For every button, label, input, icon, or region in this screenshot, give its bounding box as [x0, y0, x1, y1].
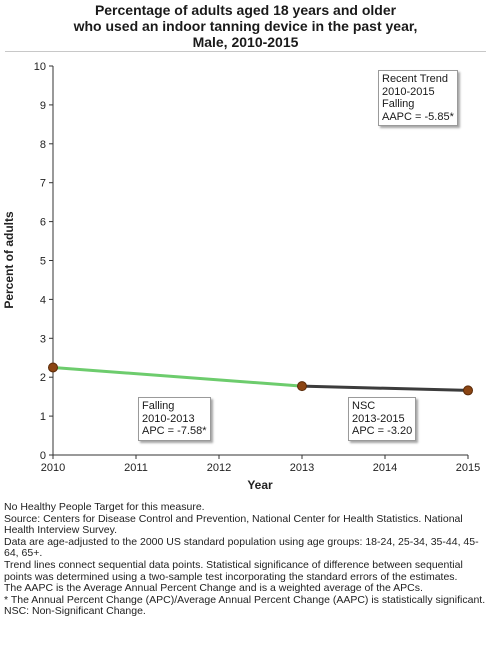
footnote-trend-lines: Trend lines connect sequential data poin… — [4, 558, 463, 583]
segment-1-direction: Falling — [142, 400, 175, 412]
data-point-2013 — [297, 381, 307, 392]
x-axis-label: Year — [247, 478, 273, 492]
y-tick-label-0: 0 — [40, 450, 46, 462]
segment-1-apc: APC = -7.58* — [142, 425, 207, 437]
y-tick-label-10: 10 — [34, 61, 46, 73]
segment-2-annotation: NSC 2013-2015 APC = -3.20 — [348, 397, 417, 441]
segment-1-annotation: Falling 2010-2013 APC = -7.58* — [138, 397, 211, 441]
chart-title-line-1: Percentage of adults aged 18 years and o… — [94, 2, 397, 18]
title-divider — [5, 51, 486, 52]
recent-trend-direction: Falling — [382, 98, 415, 110]
axes: 0 1 2 3 4 5 6 7 8 9 10 2010 2011 2012 2013 2014 2015 — [34, 61, 480, 474]
x-tick-label-2011: 2011 — [124, 462, 148, 474]
y-tick-label-2: 2 — [40, 372, 46, 384]
footnote-source: Source: Centers for Disease Control and … — [4, 512, 463, 537]
footnotes: No Healthy People Target for this measur… — [4, 501, 490, 618]
y-tick-label-5: 5 — [40, 256, 46, 268]
recent-trend-annotation: Recent Trend 2010-2015 Falling AAPC = -5… — [378, 70, 458, 126]
x-tick-label-2014: 2014 — [373, 462, 397, 474]
line-chart: 0 1 2 3 4 5 6 7 8 9 10 2010 2011 2012 2013 2014 2015 Yea… — [2, 61, 480, 492]
recent-trend-label: Recent Trend — [382, 73, 449, 85]
recent-trend-aapc: AAPC = -5.85* — [382, 110, 454, 123]
x-tick-label-2013: 2013 — [290, 462, 314, 474]
y-tick-label-7: 7 — [40, 178, 46, 190]
y-axis-label: Percent of adults — [2, 211, 16, 309]
y-tick-label-6: 6 — [40, 217, 46, 229]
footnote-significance: * The Annual Percent Change (APC)/Averag… — [4, 593, 486, 606]
y-tick-label-8: 8 — [40, 139, 46, 151]
trend-segment-2 — [300, 384, 470, 392]
data-point-2015 — [463, 385, 473, 396]
segment-2-direction: NSC — [352, 400, 376, 412]
x-tick-label-2010: 2010 — [41, 462, 65, 474]
footnote-nsc: NSC: Non-Significant Change. — [4, 605, 146, 618]
segment-2-apc: APC = -3.20 — [352, 425, 413, 437]
data-points — [48, 362, 473, 396]
chart-title: Percentage of adults aged 18 years and o… — [0, 2, 491, 50]
footnote-age-adjusted: Data are age-adjusted to the 2000 US sta… — [4, 535, 479, 560]
y-tick-label-4: 4 — [40, 294, 46, 306]
y-tick-label-1: 1 — [40, 411, 46, 423]
recent-trend-range: 2010-2015 — [382, 85, 435, 98]
trend-segment-1 — [51, 365, 304, 388]
footnote-aapc-definition: The AAPC is the Average Annual Percent C… — [4, 582, 423, 595]
chart-title-line-2: who used an indoor tanning device in the… — [73, 18, 418, 34]
segment-1-range: 2010-2013 — [142, 412, 195, 425]
trend-lines — [51, 365, 470, 392]
data-point-2010 — [48, 362, 58, 373]
x-tick-label-2012: 2012 — [207, 462, 231, 474]
y-tick-label-9: 9 — [40, 100, 46, 112]
chart-title-line-3: Male, 2010-2015 — [192, 34, 299, 50]
y-tick-label-3: 3 — [40, 333, 46, 345]
segment-2-range: 2013-2015 — [352, 412, 405, 425]
x-tick-label-2015: 2015 — [456, 462, 480, 474]
footnote-target: No Healthy People Target for this measur… — [4, 501, 205, 513]
